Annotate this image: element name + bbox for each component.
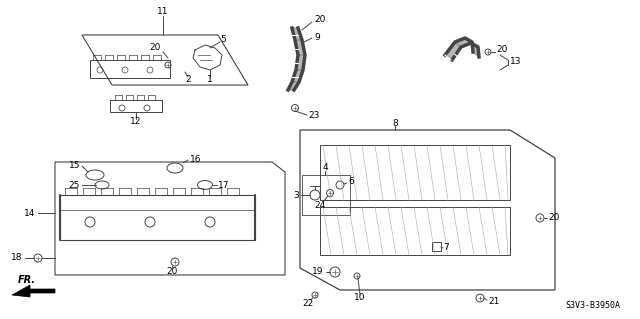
Text: 4: 4: [322, 164, 328, 173]
Text: 20: 20: [548, 213, 559, 222]
Text: 6: 6: [348, 177, 354, 187]
Polygon shape: [296, 55, 305, 70]
Text: 3: 3: [293, 190, 299, 199]
Polygon shape: [472, 42, 479, 57]
Polygon shape: [292, 28, 302, 40]
Polygon shape: [445, 42, 461, 60]
Text: 20: 20: [496, 46, 508, 55]
Text: 16: 16: [190, 155, 202, 165]
Text: 25: 25: [68, 181, 80, 189]
Text: FR.: FR.: [18, 275, 36, 285]
Text: 21: 21: [488, 298, 499, 307]
Text: 5: 5: [220, 35, 226, 44]
Text: 8: 8: [392, 118, 398, 128]
Text: 20: 20: [314, 16, 325, 25]
Text: 19: 19: [312, 268, 323, 277]
Text: 7: 7: [443, 243, 449, 253]
Polygon shape: [465, 38, 478, 47]
Polygon shape: [292, 70, 303, 82]
Text: 18: 18: [10, 254, 22, 263]
Polygon shape: [12, 285, 55, 297]
Text: S3V3-B3950A: S3V3-B3950A: [565, 301, 620, 310]
Text: 20: 20: [149, 43, 161, 53]
Text: 14: 14: [24, 209, 35, 218]
Bar: [432, 242, 441, 251]
Text: 13: 13: [510, 57, 522, 66]
Polygon shape: [288, 82, 299, 90]
Text: 2: 2: [185, 76, 191, 85]
Text: 20: 20: [166, 268, 178, 277]
Text: 22: 22: [302, 299, 314, 308]
Text: 9: 9: [314, 33, 320, 42]
Polygon shape: [455, 38, 471, 47]
Text: 1: 1: [207, 76, 213, 85]
Text: 12: 12: [131, 117, 141, 127]
Text: 15: 15: [68, 160, 80, 169]
Text: 17: 17: [218, 181, 230, 189]
Text: 24: 24: [314, 201, 326, 210]
Text: 11: 11: [157, 8, 169, 17]
Text: 23: 23: [308, 110, 319, 120]
Text: 10: 10: [355, 293, 365, 302]
Polygon shape: [295, 40, 305, 55]
